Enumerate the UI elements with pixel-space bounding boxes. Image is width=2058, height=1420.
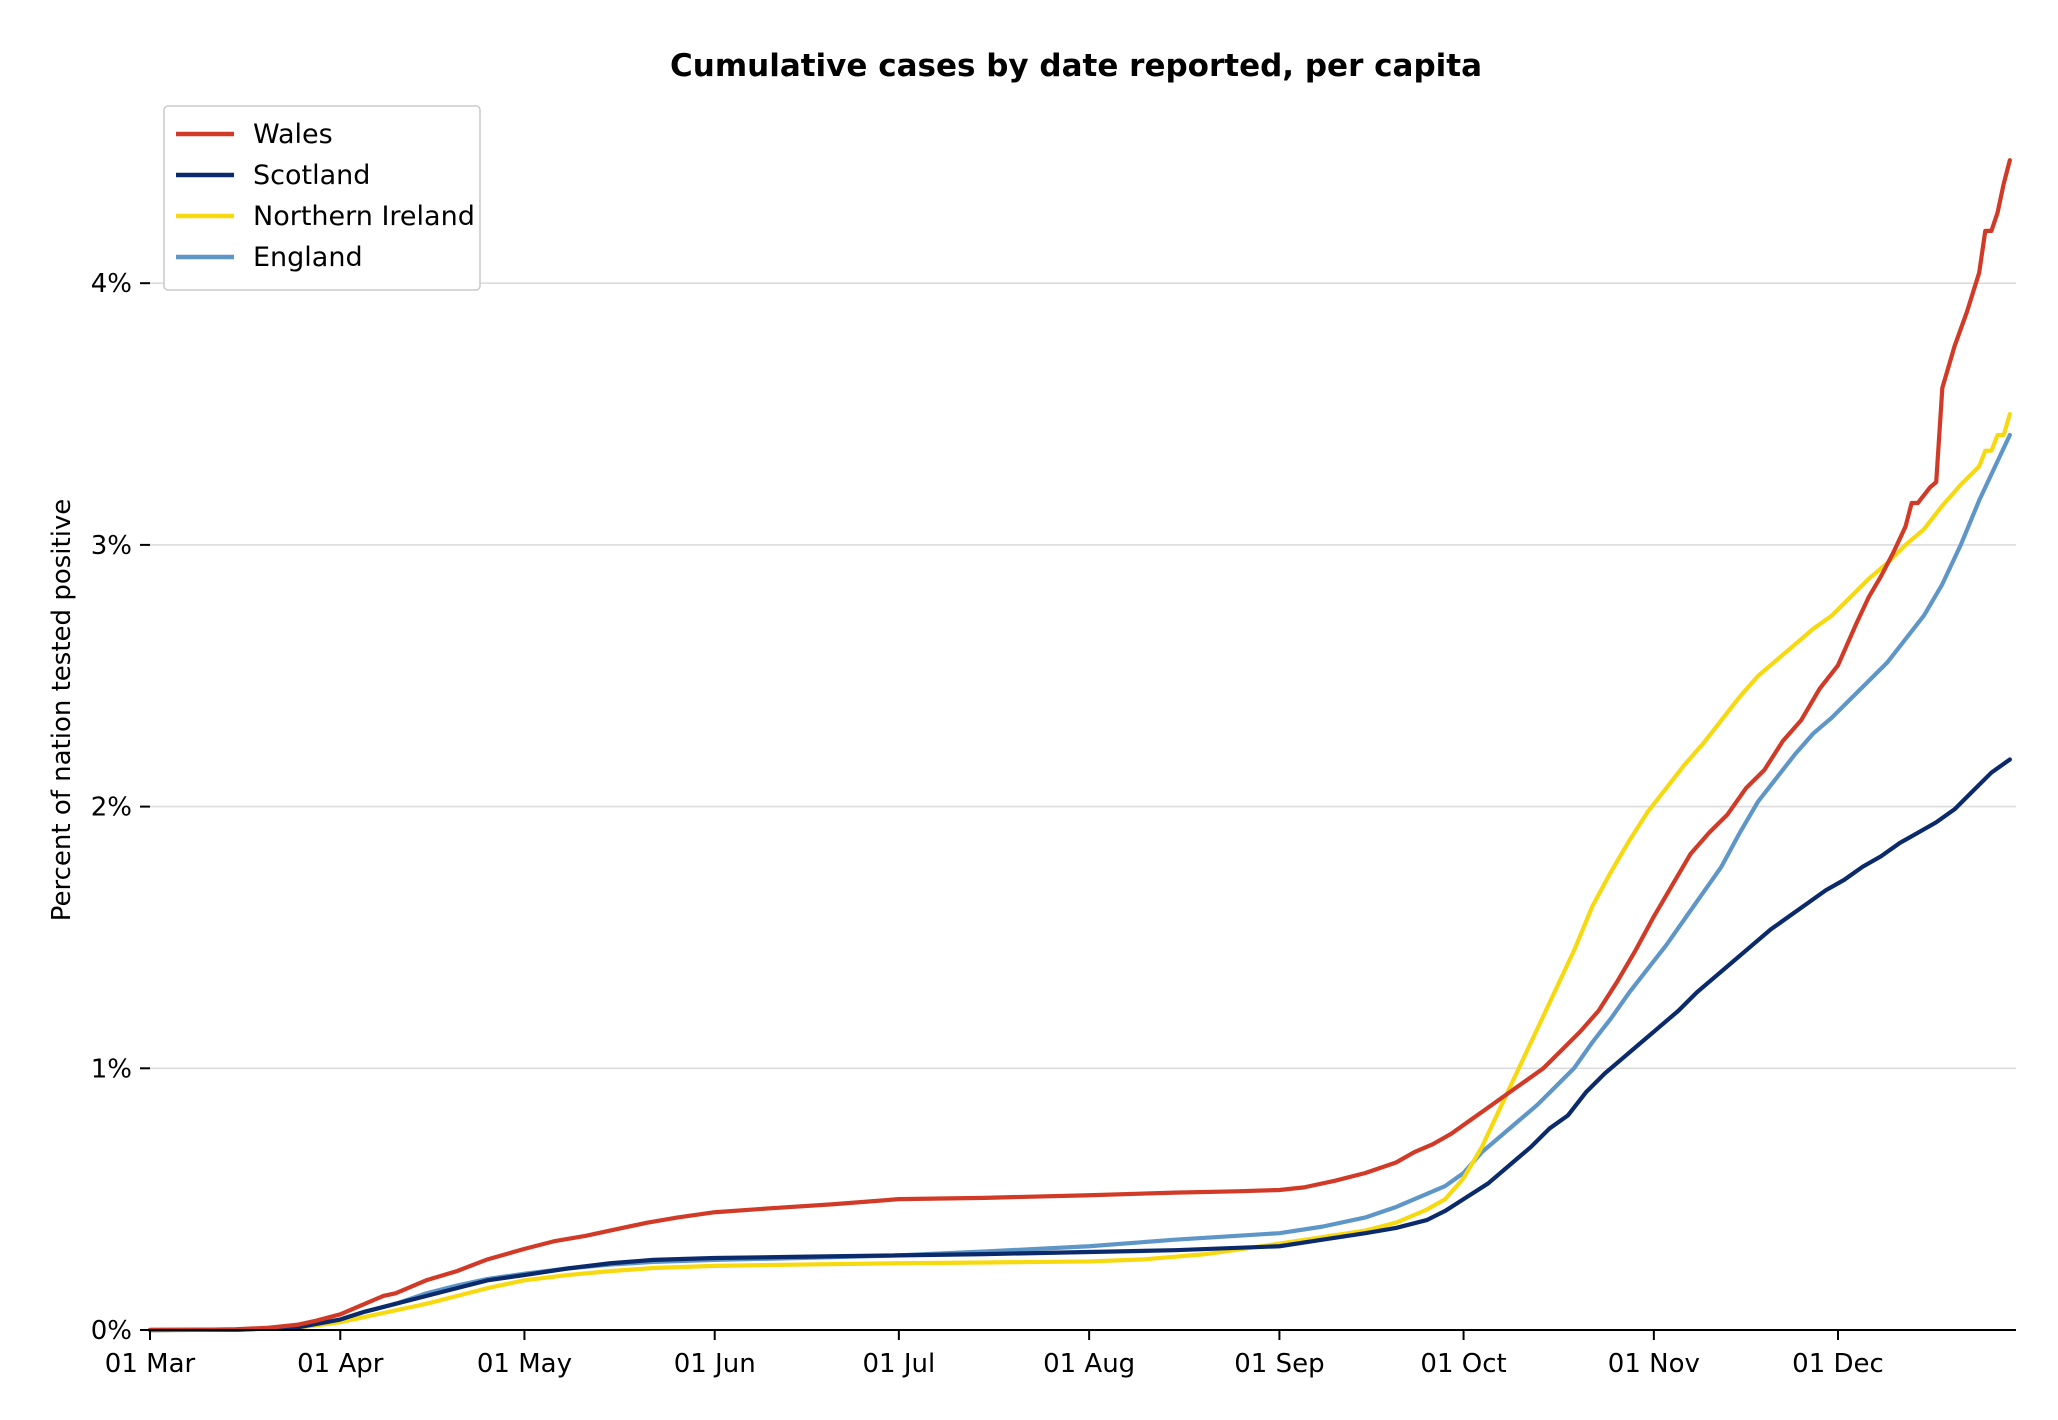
y-tick-label-2: 2% xyxy=(91,793,132,823)
grid xyxy=(150,282,2016,1070)
x-tick-label-1: 01 Apr xyxy=(297,1349,384,1379)
x-tick-label-8: 01 Nov xyxy=(1608,1349,1700,1379)
chart-title: Cumulative cases by date reported, per c… xyxy=(670,48,1482,84)
legend-label-wales: Wales xyxy=(253,119,333,150)
series-line-northern-ireland xyxy=(147,411,2012,1333)
series-line-wales xyxy=(147,158,2012,1333)
series-lines xyxy=(147,158,2012,1333)
y-axis: 0% 1% 2% 3% 4% xyxy=(91,269,150,1346)
y-tick-label-1: 1% xyxy=(91,1054,132,1084)
y-axis-label: Percent of nation tested positive xyxy=(47,499,77,922)
x-tick-label-4: 01 Jul xyxy=(862,1349,935,1379)
y-tick-label-3: 3% xyxy=(91,531,132,561)
x-axis: 01 Mar 01 Apr 01 May 01 Jun 01 Jul 01 Aug 01 S… xyxy=(105,1330,1884,1379)
legend: Wales Scotland Northern Ireland England xyxy=(163,105,481,291)
x-tick-label-6: 01 Sep xyxy=(1234,1349,1324,1379)
x-tick-label-7: 01 Oct xyxy=(1420,1349,1506,1379)
x-tick-label-0: 01 Mar xyxy=(105,1349,196,1379)
legend-label-scotland: Scotland xyxy=(253,160,370,191)
legend-box xyxy=(163,105,481,291)
x-tick-label-9: 01 Dec xyxy=(1792,1349,1884,1379)
legend-label-england: England xyxy=(253,242,363,273)
y-tick-label-0: 0% xyxy=(91,1316,132,1346)
x-tick-label-5: 01 Aug xyxy=(1043,1349,1135,1379)
y-tick-label-4: 4% xyxy=(91,269,132,299)
x-tick-label-2: 01 May xyxy=(477,1349,572,1379)
series-line-scotland xyxy=(147,757,2012,1333)
legend-label-northern-ireland: Northern Ireland xyxy=(253,201,475,232)
x-tick-label-3: 01 Jun xyxy=(674,1349,756,1379)
